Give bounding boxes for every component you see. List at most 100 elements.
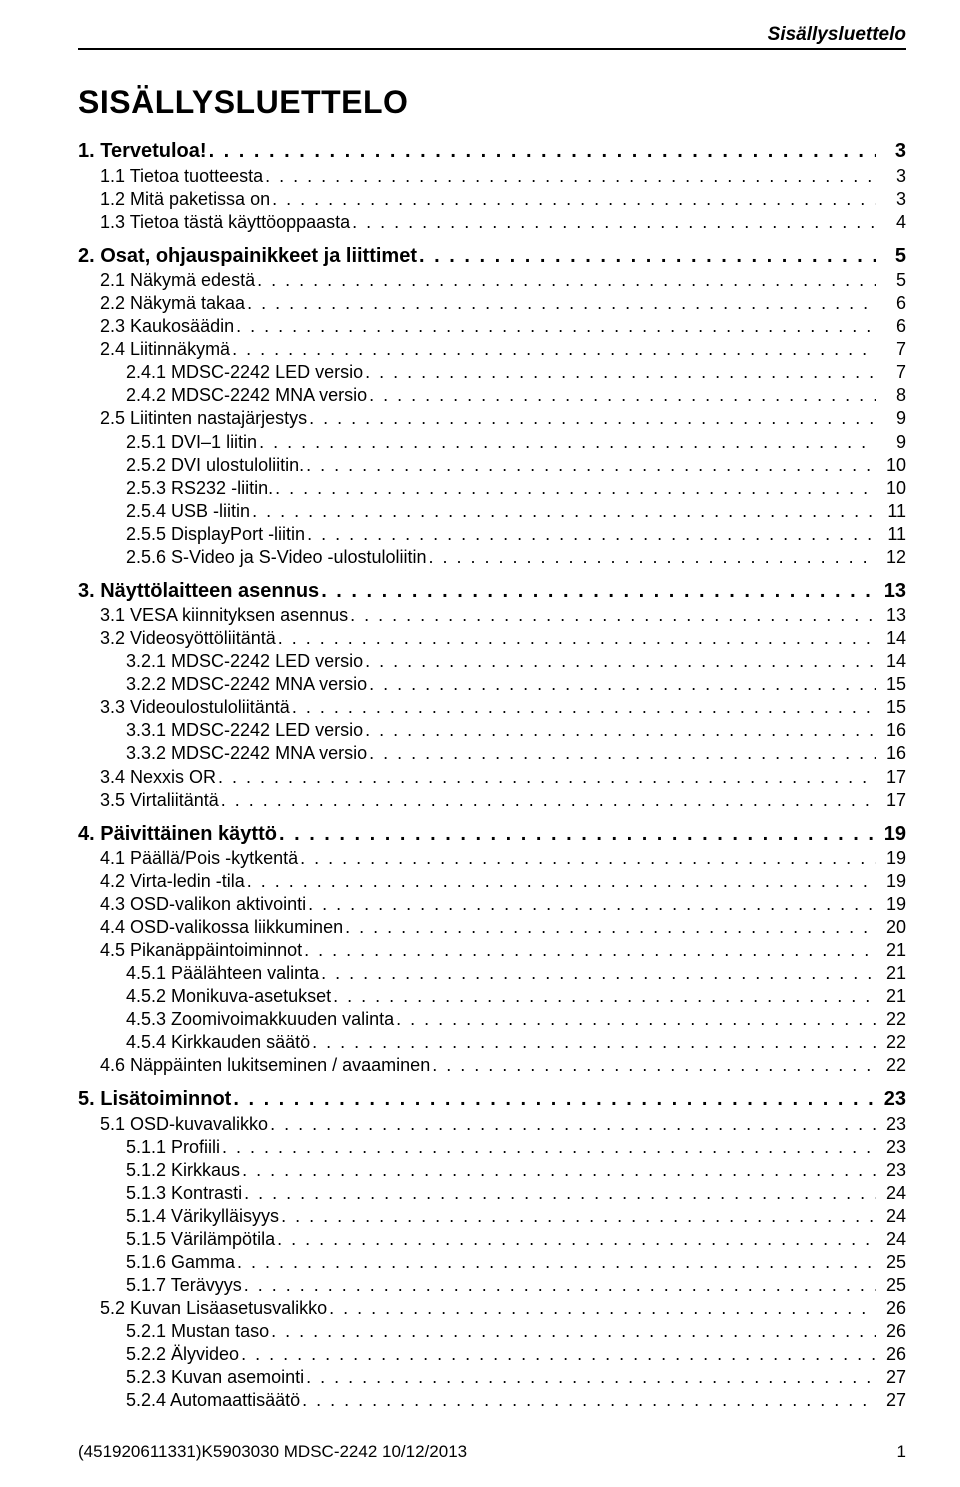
toc-entry-page: 23 — [880, 1159, 906, 1182]
toc-entry: 5.2.1 Mustan taso 26 — [78, 1320, 906, 1343]
toc-entry-label: 2.5.4 USB -liitin — [126, 500, 250, 523]
toc-entry-label: 2.3 Kaukosäädin — [100, 315, 234, 338]
toc-entry-label: 3.3.2 MDSC-2242 MNA versio — [126, 742, 367, 765]
toc-entry-page: 24 — [880, 1182, 906, 1205]
toc-entry-page: 10 — [880, 477, 906, 500]
toc-entry-page: 5 — [880, 244, 906, 270]
toc-entry-label: 3. Näyttölaitteen asennus — [78, 579, 319, 605]
toc-entry-label: 3.3.1 MDSC-2242 LED versio — [126, 719, 363, 742]
toc-leader — [306, 454, 876, 477]
toc-entry: 2.5.3 RS232 -liitin.10 — [78, 477, 906, 500]
toc-entry-page: 9 — [880, 407, 906, 430]
toc-leader — [307, 523, 876, 546]
toc-entry: 3. Näyttölaitteen asennus13 — [78, 579, 906, 605]
toc-entry-label: 3.2 Videosyöttöliitäntä — [100, 627, 276, 650]
toc-entry-label: 1.2 Mitä paketissa on — [100, 188, 270, 211]
footer-left: (451920611331)K5903030 MDSC-2242 10/12/2… — [78, 1442, 467, 1462]
toc-entry-label: 3.4 Nexxis OR — [100, 766, 216, 789]
toc-entry-label: 4.4 OSD-valikossa liikkuminen — [100, 916, 343, 939]
toc-leader — [369, 673, 876, 696]
toc-entry: 4.2 Virta-ledin -tila19 — [78, 870, 906, 893]
toc-entry-label: 4.5.4 Kirkkauden säätö — [126, 1031, 310, 1054]
toc-leader — [429, 546, 876, 569]
toc-leader — [278, 627, 876, 650]
toc-entry-page: 26 — [880, 1320, 906, 1343]
toc-leader — [232, 338, 876, 361]
toc-leader — [270, 1113, 876, 1136]
toc-entry: 2.5.4 USB -liitin 11 — [78, 500, 906, 523]
toc-leader — [365, 650, 876, 673]
toc-entry: 2. Osat, ohjauspainikkeet ja liittimet5 — [78, 244, 906, 270]
toc-entry-label: 4.5.1 Päälähteen valinta — [126, 962, 319, 985]
toc-leader — [247, 292, 876, 315]
toc-entry: 3.5 Virtaliitäntä17 — [78, 789, 906, 812]
toc-leader — [369, 384, 876, 407]
toc-entry: 5.1.5 Värilämpötila24 — [78, 1228, 906, 1251]
toc-entry-page: 11 — [880, 500, 906, 523]
toc-entry-page: 19 — [880, 847, 906, 870]
toc-entry-label: 5.2.1 Mustan taso — [126, 1320, 269, 1343]
toc-entry: 4.6 Näppäinten lukitseminen / avaaminen2… — [78, 1054, 906, 1077]
toc-entry-label: 5.2.2 Älyvideo — [126, 1343, 239, 1366]
toc-entry-page: 25 — [880, 1274, 906, 1297]
toc-entry-label: 2.5.1 DVI–1 liitin — [126, 431, 257, 454]
toc-leader — [304, 939, 876, 962]
toc-entry-page: 13 — [880, 604, 906, 627]
toc-entry-page: 10 — [880, 454, 906, 477]
toc-entry-label: 5.1.2 Kirkkaus — [126, 1159, 240, 1182]
toc-entry-page: 6 — [880, 315, 906, 338]
toc-leader — [432, 1054, 876, 1077]
toc-entry-page: 19 — [880, 822, 906, 848]
toc-entry: 2.5.6 S-Video ja S-Video -ulostuloliitin… — [78, 546, 906, 569]
toc-entry-page: 12 — [880, 546, 906, 569]
toc-entry-label: 5.1.7 Terävyys — [126, 1274, 242, 1297]
toc-leader — [365, 361, 876, 384]
toc-entry-page: 15 — [880, 696, 906, 719]
toc-entry-page: 21 — [880, 939, 906, 962]
toc-entry-page: 22 — [880, 1031, 906, 1054]
toc-entry-label: 5.1.3 Kontrasti — [126, 1182, 242, 1205]
toc-entry-page: 27 — [880, 1366, 906, 1389]
toc-leader — [329, 1297, 876, 1320]
toc-entry-label: 5.2.3 Kuvan asemointi — [126, 1366, 304, 1389]
toc-entry: 4.5.3 Zoomivoimakkuuden valinta22 — [78, 1008, 906, 1031]
toc-leader — [277, 1228, 876, 1251]
toc-entry-label: 5.2 Kuvan Lisäasetusvalikko — [100, 1297, 327, 1320]
toc-entry: 4.1 Päällä/Pois -kytkentä19 — [78, 847, 906, 870]
toc-leader — [242, 1159, 876, 1182]
document-title: SISÄLLYSLUETTELO — [78, 84, 906, 121]
toc-entry-label: 5.1.5 Värilämpötila — [126, 1228, 275, 1251]
toc-entry-label: 2.5.2 DVI ulostuloliitin. — [126, 454, 304, 477]
toc-leader — [271, 1320, 876, 1343]
toc-entry-page: 21 — [880, 962, 906, 985]
toc-entry-label: 3.2.1 MDSC-2242 LED versio — [126, 650, 363, 673]
toc-entry-page: 17 — [880, 766, 906, 789]
toc-entry: 3.3.2 MDSC-2242 MNA versio 16 — [78, 742, 906, 765]
toc-entry-label: 1. Tervetuloa! — [78, 139, 207, 165]
toc-entry: 1.3 Tietoa tästä käyttöoppaasta4 — [78, 211, 906, 234]
toc-leader — [259, 431, 876, 454]
toc-entry-page: 7 — [880, 361, 906, 384]
toc-entry-page: 16 — [880, 742, 906, 765]
toc-entry-page: 15 — [880, 673, 906, 696]
toc-leader — [321, 962, 876, 985]
page-footer: (451920611331)K5903030 MDSC-2242 10/12/2… — [78, 1442, 906, 1462]
toc-leader — [396, 1008, 876, 1031]
toc-entry: 4. Päivittäinen käyttö19 — [78, 822, 906, 848]
toc-leader — [279, 822, 876, 848]
toc-entry: 5. Lisätoiminnot23 — [78, 1087, 906, 1113]
toc-entry: 2.4.2 MDSC-2242 MNA versio8 — [78, 384, 906, 407]
toc-entry-label: 4.3 OSD-valikon aktivointi — [100, 893, 306, 916]
toc-entry-page: 24 — [880, 1205, 906, 1228]
toc-entry: 5.2 Kuvan Lisäasetusvalikko26 — [78, 1297, 906, 1320]
toc-entry-label: 4.5.3 Zoomivoimakkuuden valinta — [126, 1008, 394, 1031]
toc-leader — [241, 1343, 876, 1366]
toc-leader — [272, 188, 876, 211]
toc-entry-page: 7 — [880, 338, 906, 361]
toc-entry-label: 3.3 Videoulostuloliitäntä — [100, 696, 290, 719]
toc-entry-page: 17 — [880, 789, 906, 812]
toc-entry-label: 4.2 Virta-ledin -tila — [100, 870, 245, 893]
toc-entry-page: 14 — [880, 650, 906, 673]
toc-entry-label: 2.5.5 DisplayPort -liitin — [126, 523, 305, 546]
toc-entry: 2.5.1 DVI–1 liitin9 — [78, 431, 906, 454]
